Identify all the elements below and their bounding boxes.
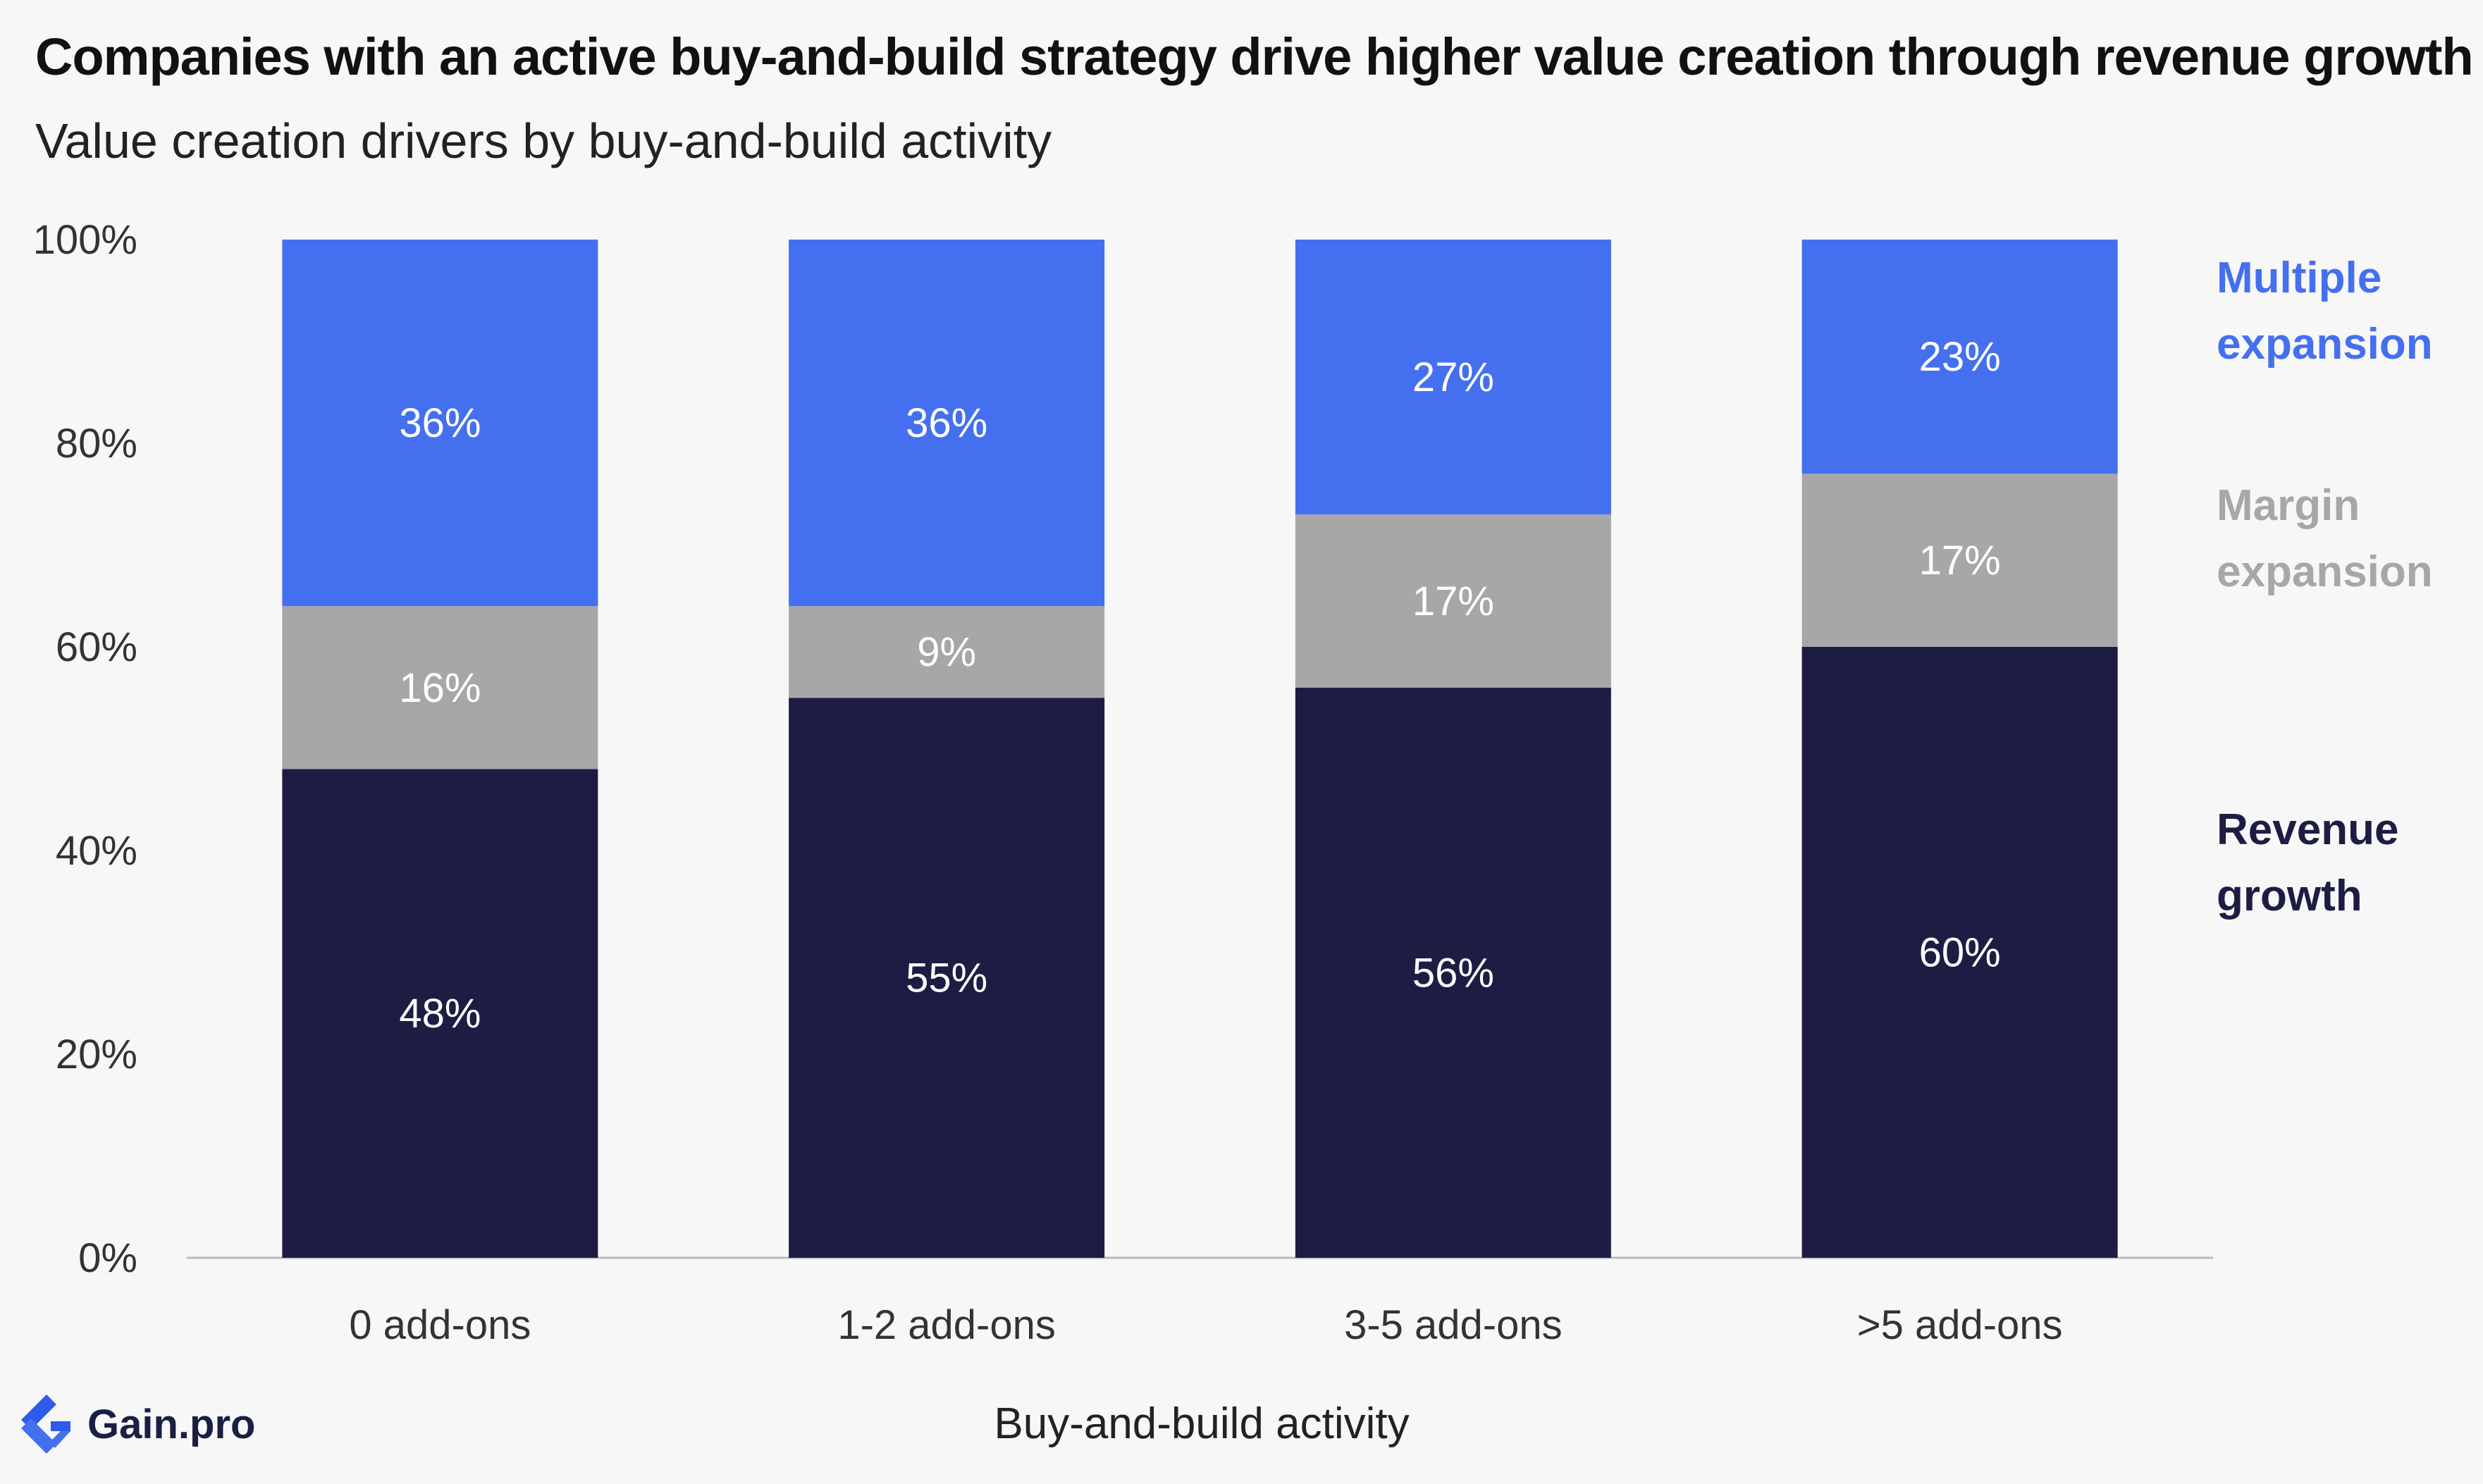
bar-segment (1295, 687, 1611, 1258)
data-label: 17% (1919, 538, 2001, 583)
data-label: 36% (906, 400, 987, 446)
bar-segment (789, 698, 1105, 1258)
gain-pro-logo-icon (21, 1395, 70, 1454)
legend-label: Revenue (2217, 805, 2398, 854)
data-label: 27% (1412, 354, 1494, 400)
bar-segment (282, 240, 598, 607)
bar-segment (282, 769, 598, 1258)
legend-label: growth (2217, 872, 2362, 920)
bar-segment (282, 606, 598, 769)
chart-title: Companies with an active buy-and-build s… (35, 27, 2474, 86)
x-tick-label: 3-5 add-ons (1344, 1302, 1563, 1348)
brand: Gain.pro (16, 1392, 255, 1457)
bar-segment (1801, 474, 2118, 647)
data-label: 23% (1919, 334, 2001, 380)
data-label: 9% (917, 629, 976, 675)
y-tick-label: 0% (78, 1235, 137, 1281)
bar-segment (1295, 514, 1611, 688)
y-tick-label: 40% (56, 828, 137, 874)
legend-label: expansion (2217, 548, 2433, 596)
x-tick-label: 1-2 add-ons (837, 1302, 1056, 1348)
bar-segment (1801, 240, 2118, 474)
brand-name: Gain.pro (87, 1401, 256, 1447)
x-tick-label: >5 add-ons (1857, 1302, 2063, 1348)
legend-label: Multiple (2217, 254, 2382, 302)
data-label: 60% (1919, 930, 2001, 976)
y-tick-label: 100% (33, 217, 137, 263)
x-tick-label: 0 add-ons (349, 1302, 531, 1348)
bar-segment (1295, 240, 1611, 515)
data-label: 36% (399, 400, 481, 446)
legend-label: expansion (2217, 320, 2433, 369)
y-tick-label: 80% (56, 421, 137, 466)
data-label: 17% (1412, 579, 1494, 624)
legend-label: Margin (2217, 481, 2360, 530)
data-label: 55% (906, 956, 987, 1001)
y-tick-label: 60% (56, 624, 137, 670)
data-label: 16% (399, 665, 481, 711)
bar-segment (1801, 647, 2118, 1258)
data-label: 56% (1412, 950, 1494, 996)
chart-subtitle: Value creation drivers by buy-and-build … (35, 113, 1052, 168)
x-axis-title: Buy-and-build activity (994, 1399, 1410, 1448)
data-label: 48% (399, 991, 481, 1037)
y-tick-label: 20% (56, 1032, 137, 1077)
bar-segment (789, 240, 1105, 607)
bar-segment (789, 606, 1105, 698)
